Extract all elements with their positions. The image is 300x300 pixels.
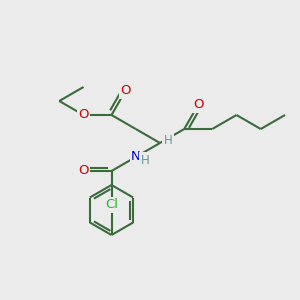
Text: O: O xyxy=(193,98,203,111)
Text: O: O xyxy=(78,109,89,122)
Text: H: H xyxy=(140,154,149,166)
Text: N: N xyxy=(131,151,141,164)
Text: O: O xyxy=(78,164,89,178)
Text: Cl: Cl xyxy=(105,199,118,212)
Text: O: O xyxy=(120,84,131,97)
Text: H: H xyxy=(164,134,172,148)
